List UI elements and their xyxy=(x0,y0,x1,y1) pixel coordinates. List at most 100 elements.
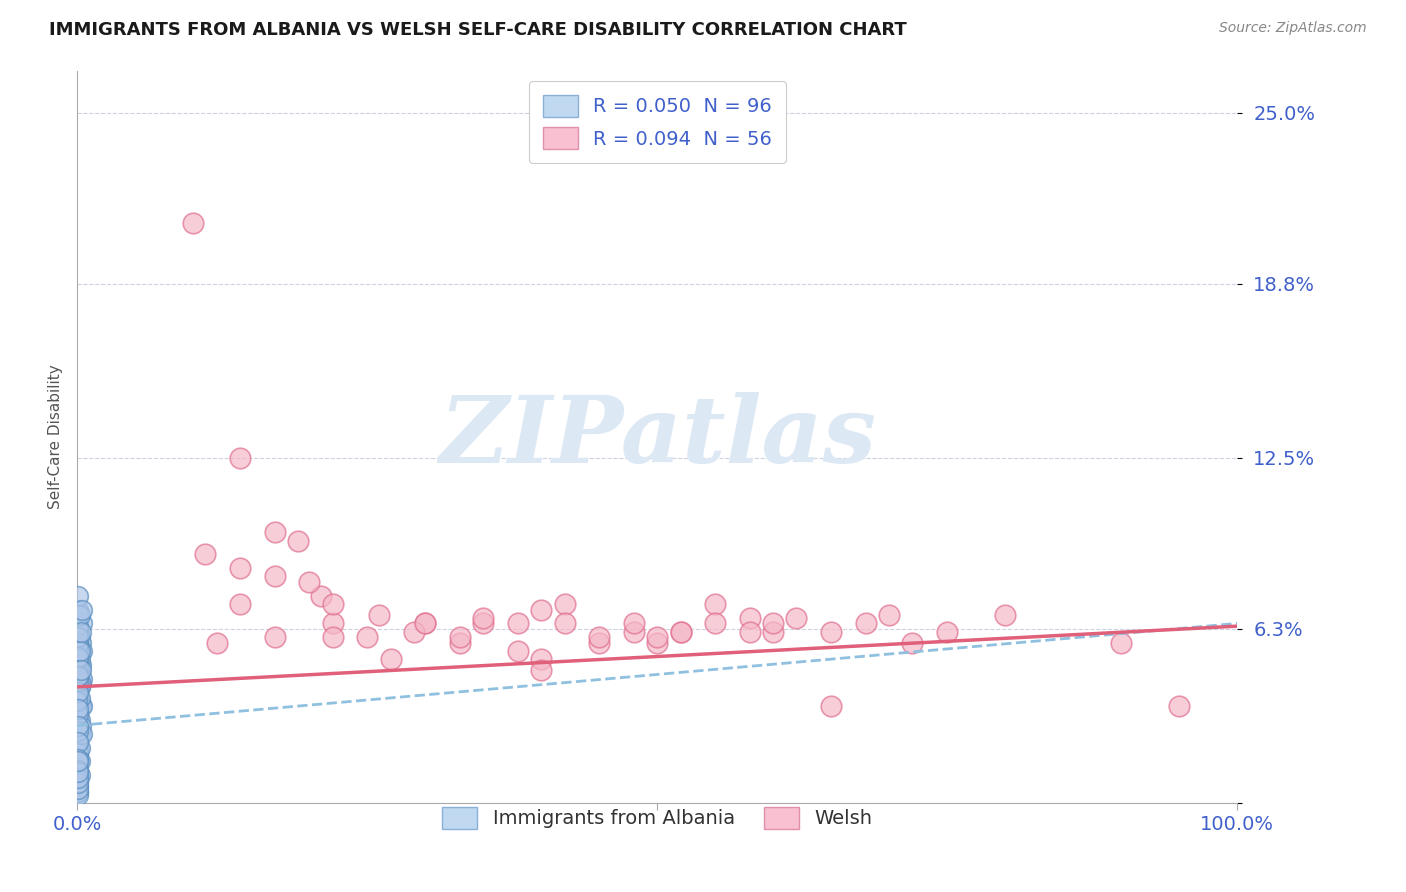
Point xyxy=(70,699,93,714)
Point xyxy=(740,624,762,639)
Point xyxy=(67,771,90,785)
Point xyxy=(740,611,762,625)
Point xyxy=(69,740,91,755)
Point xyxy=(69,697,91,711)
Point xyxy=(69,652,91,666)
Point xyxy=(67,705,90,719)
Point xyxy=(669,624,692,639)
Point xyxy=(67,677,90,691)
Point xyxy=(66,685,89,699)
Point xyxy=(69,727,91,741)
Point xyxy=(70,644,93,658)
Point xyxy=(506,616,529,631)
Point xyxy=(67,727,90,741)
Point xyxy=(67,649,90,664)
Point xyxy=(67,666,90,681)
Point xyxy=(67,718,90,732)
Point xyxy=(67,755,90,769)
Point xyxy=(67,768,90,782)
Point xyxy=(67,702,90,716)
Point xyxy=(67,690,90,705)
Point xyxy=(69,718,91,732)
Point xyxy=(67,757,90,772)
Point xyxy=(67,630,90,644)
Point xyxy=(67,636,90,650)
Point xyxy=(402,624,425,639)
Point xyxy=(67,639,90,653)
Point xyxy=(66,672,89,686)
Point xyxy=(66,694,89,708)
Point xyxy=(647,630,669,644)
Point xyxy=(380,652,402,666)
Point xyxy=(67,724,90,739)
Point xyxy=(205,636,228,650)
Point xyxy=(67,608,90,623)
Point xyxy=(704,597,727,611)
Text: ZIPatlas: ZIPatlas xyxy=(439,392,876,482)
Point xyxy=(69,677,91,691)
Point xyxy=(69,690,91,705)
Point xyxy=(67,602,90,616)
Point xyxy=(67,674,90,689)
Point xyxy=(356,630,378,644)
Point xyxy=(67,782,90,797)
Legend: Immigrants from Albania, Welsh: Immigrants from Albania, Welsh xyxy=(434,799,880,837)
Point xyxy=(70,672,93,686)
Point xyxy=(67,680,90,694)
Point xyxy=(530,602,553,616)
Point xyxy=(287,533,309,548)
Point xyxy=(67,685,90,699)
Point xyxy=(67,765,90,780)
Point xyxy=(506,644,529,658)
Point xyxy=(69,680,91,694)
Point xyxy=(66,718,89,732)
Point xyxy=(67,657,90,672)
Point xyxy=(69,755,91,769)
Point xyxy=(70,727,93,741)
Point xyxy=(67,740,90,755)
Point xyxy=(67,751,90,765)
Point xyxy=(263,525,285,540)
Point xyxy=(69,663,91,677)
Point xyxy=(67,755,90,769)
Point xyxy=(69,608,91,623)
Point xyxy=(67,619,90,633)
Point xyxy=(785,611,807,625)
Point xyxy=(820,699,842,714)
Point xyxy=(449,630,471,644)
Point xyxy=(67,776,90,790)
Point xyxy=(449,636,471,650)
Point xyxy=(69,699,91,714)
Point xyxy=(368,608,391,623)
Point xyxy=(67,773,90,788)
Point xyxy=(554,597,576,611)
Point xyxy=(1111,636,1133,650)
Point xyxy=(67,669,90,683)
Point xyxy=(67,663,90,677)
Point xyxy=(855,616,877,631)
Point xyxy=(530,663,553,677)
Point xyxy=(472,611,495,625)
Point xyxy=(67,589,90,603)
Point xyxy=(67,707,90,722)
Point xyxy=(762,624,785,639)
Point xyxy=(69,636,91,650)
Point xyxy=(228,450,252,465)
Point xyxy=(183,216,205,230)
Point xyxy=(623,624,645,639)
Point xyxy=(67,763,90,777)
Point xyxy=(67,713,90,727)
Point xyxy=(69,630,91,644)
Point xyxy=(554,616,576,631)
Point xyxy=(67,699,90,714)
Point xyxy=(67,652,90,666)
Point xyxy=(647,636,669,650)
Point xyxy=(69,624,91,639)
Point xyxy=(67,779,90,793)
Point xyxy=(194,548,217,562)
Point xyxy=(530,652,553,666)
Point xyxy=(67,773,90,788)
Point xyxy=(263,630,285,644)
Point xyxy=(309,589,332,603)
Point xyxy=(69,674,91,689)
